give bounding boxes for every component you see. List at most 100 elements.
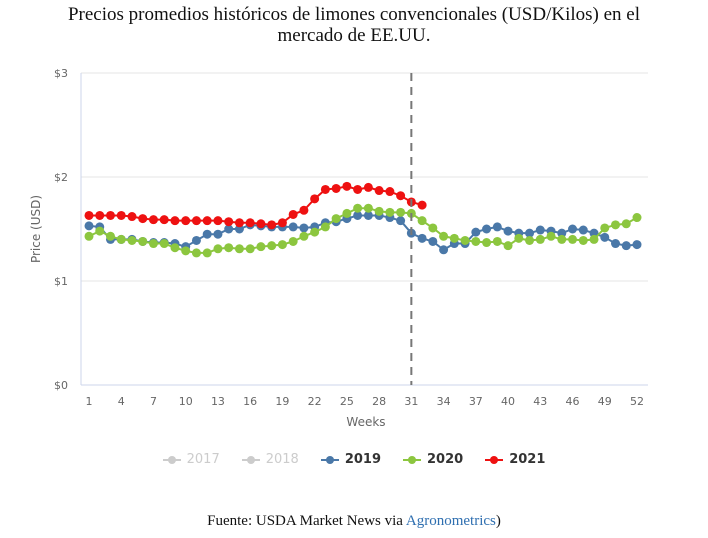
data-point-2020[interactable] (439, 231, 449, 241)
data-point-2020[interactable] (374, 206, 384, 216)
data-point-2021[interactable] (181, 216, 191, 226)
data-point-2021[interactable] (353, 184, 363, 194)
data-point-2020[interactable] (299, 231, 309, 241)
data-point-2020[interactable] (428, 223, 438, 233)
data-point-2020[interactable] (557, 234, 567, 244)
data-point-2021[interactable] (288, 209, 298, 219)
data-point-2020[interactable] (267, 241, 277, 251)
data-point-2020[interactable] (95, 226, 105, 236)
data-point-2020[interactable] (288, 236, 298, 246)
data-point-2021[interactable] (256, 219, 266, 229)
data-point-2020[interactable] (492, 236, 502, 246)
data-point-2019[interactable] (439, 245, 449, 255)
data-point-2021[interactable] (385, 187, 395, 197)
data-point-2019[interactable] (578, 225, 588, 235)
legend-item-2018[interactable]: 2018 (241, 452, 299, 467)
data-point-2021[interactable] (299, 205, 309, 215)
data-point-2019[interactable] (299, 223, 309, 233)
data-point-2021[interactable] (277, 218, 287, 228)
data-point-2020[interactable] (546, 231, 556, 241)
data-point-2020[interactable] (363, 203, 373, 213)
data-point-2019[interactable] (213, 229, 223, 239)
data-point-2020[interactable] (578, 235, 588, 245)
legend-item-2021[interactable]: 2021 (485, 452, 545, 467)
data-point-2020[interactable] (331, 214, 341, 224)
data-point-2020[interactable] (84, 231, 94, 241)
data-point-2020[interactable] (116, 234, 126, 244)
data-point-2019[interactable] (417, 233, 427, 243)
legend-item-2019[interactable]: 2019 (320, 452, 381, 467)
data-point-2019[interactable] (288, 222, 298, 232)
data-point-2021[interactable] (331, 183, 341, 193)
data-point-2020[interactable] (471, 236, 481, 246)
data-point-2019[interactable] (202, 229, 212, 239)
data-point-2020[interactable] (256, 242, 266, 252)
data-point-2019[interactable] (353, 210, 363, 220)
data-point-2020[interactable] (159, 239, 169, 249)
data-point-2021[interactable] (363, 182, 373, 192)
data-point-2019[interactable] (621, 241, 631, 251)
data-point-2020[interactable] (600, 223, 610, 233)
data-point-2021[interactable] (116, 210, 126, 220)
data-point-2019[interactable] (482, 224, 492, 234)
data-point-2019[interactable] (224, 224, 234, 234)
data-point-2020[interactable] (148, 239, 158, 249)
data-point-2020[interactable] (213, 244, 223, 254)
data-point-2021[interactable] (234, 218, 244, 228)
data-point-2020[interactable] (535, 234, 545, 244)
data-point-2019[interactable] (492, 222, 502, 232)
data-point-2019[interactable] (568, 224, 578, 234)
data-point-2020[interactable] (105, 231, 115, 241)
data-point-2021[interactable] (95, 210, 105, 220)
data-point-2019[interactable] (503, 226, 513, 236)
data-point-2020[interactable] (611, 220, 621, 230)
data-point-2021[interactable] (138, 214, 148, 224)
data-point-2020[interactable] (460, 235, 470, 245)
data-point-2021[interactable] (310, 194, 320, 204)
data-point-2019[interactable] (600, 232, 610, 242)
data-point-2020[interactable] (224, 243, 234, 253)
data-point-2021[interactable] (396, 191, 406, 201)
data-point-2019[interactable] (191, 235, 201, 245)
data-point-2021[interactable] (105, 210, 115, 220)
data-point-2021[interactable] (245, 218, 255, 228)
data-point-2020[interactable] (385, 207, 395, 217)
data-point-2020[interactable] (568, 234, 578, 244)
data-point-2021[interactable] (170, 216, 180, 226)
data-point-2019[interactable] (396, 216, 406, 226)
agronometrics-link[interactable]: Agronometrics (405, 513, 496, 529)
data-point-2020[interactable] (621, 219, 631, 229)
data-point-2019[interactable] (589, 228, 599, 238)
data-point-2020[interactable] (127, 235, 137, 245)
data-point-2020[interactable] (589, 234, 599, 244)
data-point-2020[interactable] (181, 246, 191, 256)
data-point-2019[interactable] (557, 228, 567, 238)
data-point-2021[interactable] (417, 200, 427, 210)
data-point-2019[interactable] (525, 228, 535, 238)
data-point-2020[interactable] (277, 240, 287, 250)
legend-item-2020[interactable]: 2020 (403, 452, 463, 467)
data-point-2020[interactable] (202, 248, 212, 258)
data-point-2019[interactable] (611, 239, 621, 249)
data-point-2021[interactable] (224, 217, 234, 227)
data-point-2020[interactable] (353, 203, 363, 213)
data-point-2021[interactable] (84, 210, 94, 220)
data-point-2020[interactable] (320, 222, 330, 232)
data-point-2020[interactable] (632, 213, 642, 223)
data-point-2020[interactable] (342, 208, 352, 218)
data-point-2020[interactable] (170, 243, 180, 253)
data-point-2020[interactable] (396, 207, 406, 217)
data-point-2020[interactable] (310, 227, 320, 237)
data-point-2019[interactable] (428, 236, 438, 246)
data-point-2021[interactable] (127, 212, 137, 222)
data-point-2020[interactable] (482, 238, 492, 248)
data-point-2019[interactable] (234, 224, 244, 234)
data-point-2021[interactable] (213, 216, 223, 226)
data-point-2019[interactable] (535, 225, 545, 235)
data-point-2019[interactable] (84, 221, 94, 231)
data-point-2021[interactable] (202, 216, 212, 226)
legend-item-2017[interactable]: 2017 (162, 452, 220, 467)
data-point-2019[interactable] (363, 210, 373, 220)
data-point-2021[interactable] (342, 181, 352, 191)
data-point-2020[interactable] (191, 248, 201, 258)
